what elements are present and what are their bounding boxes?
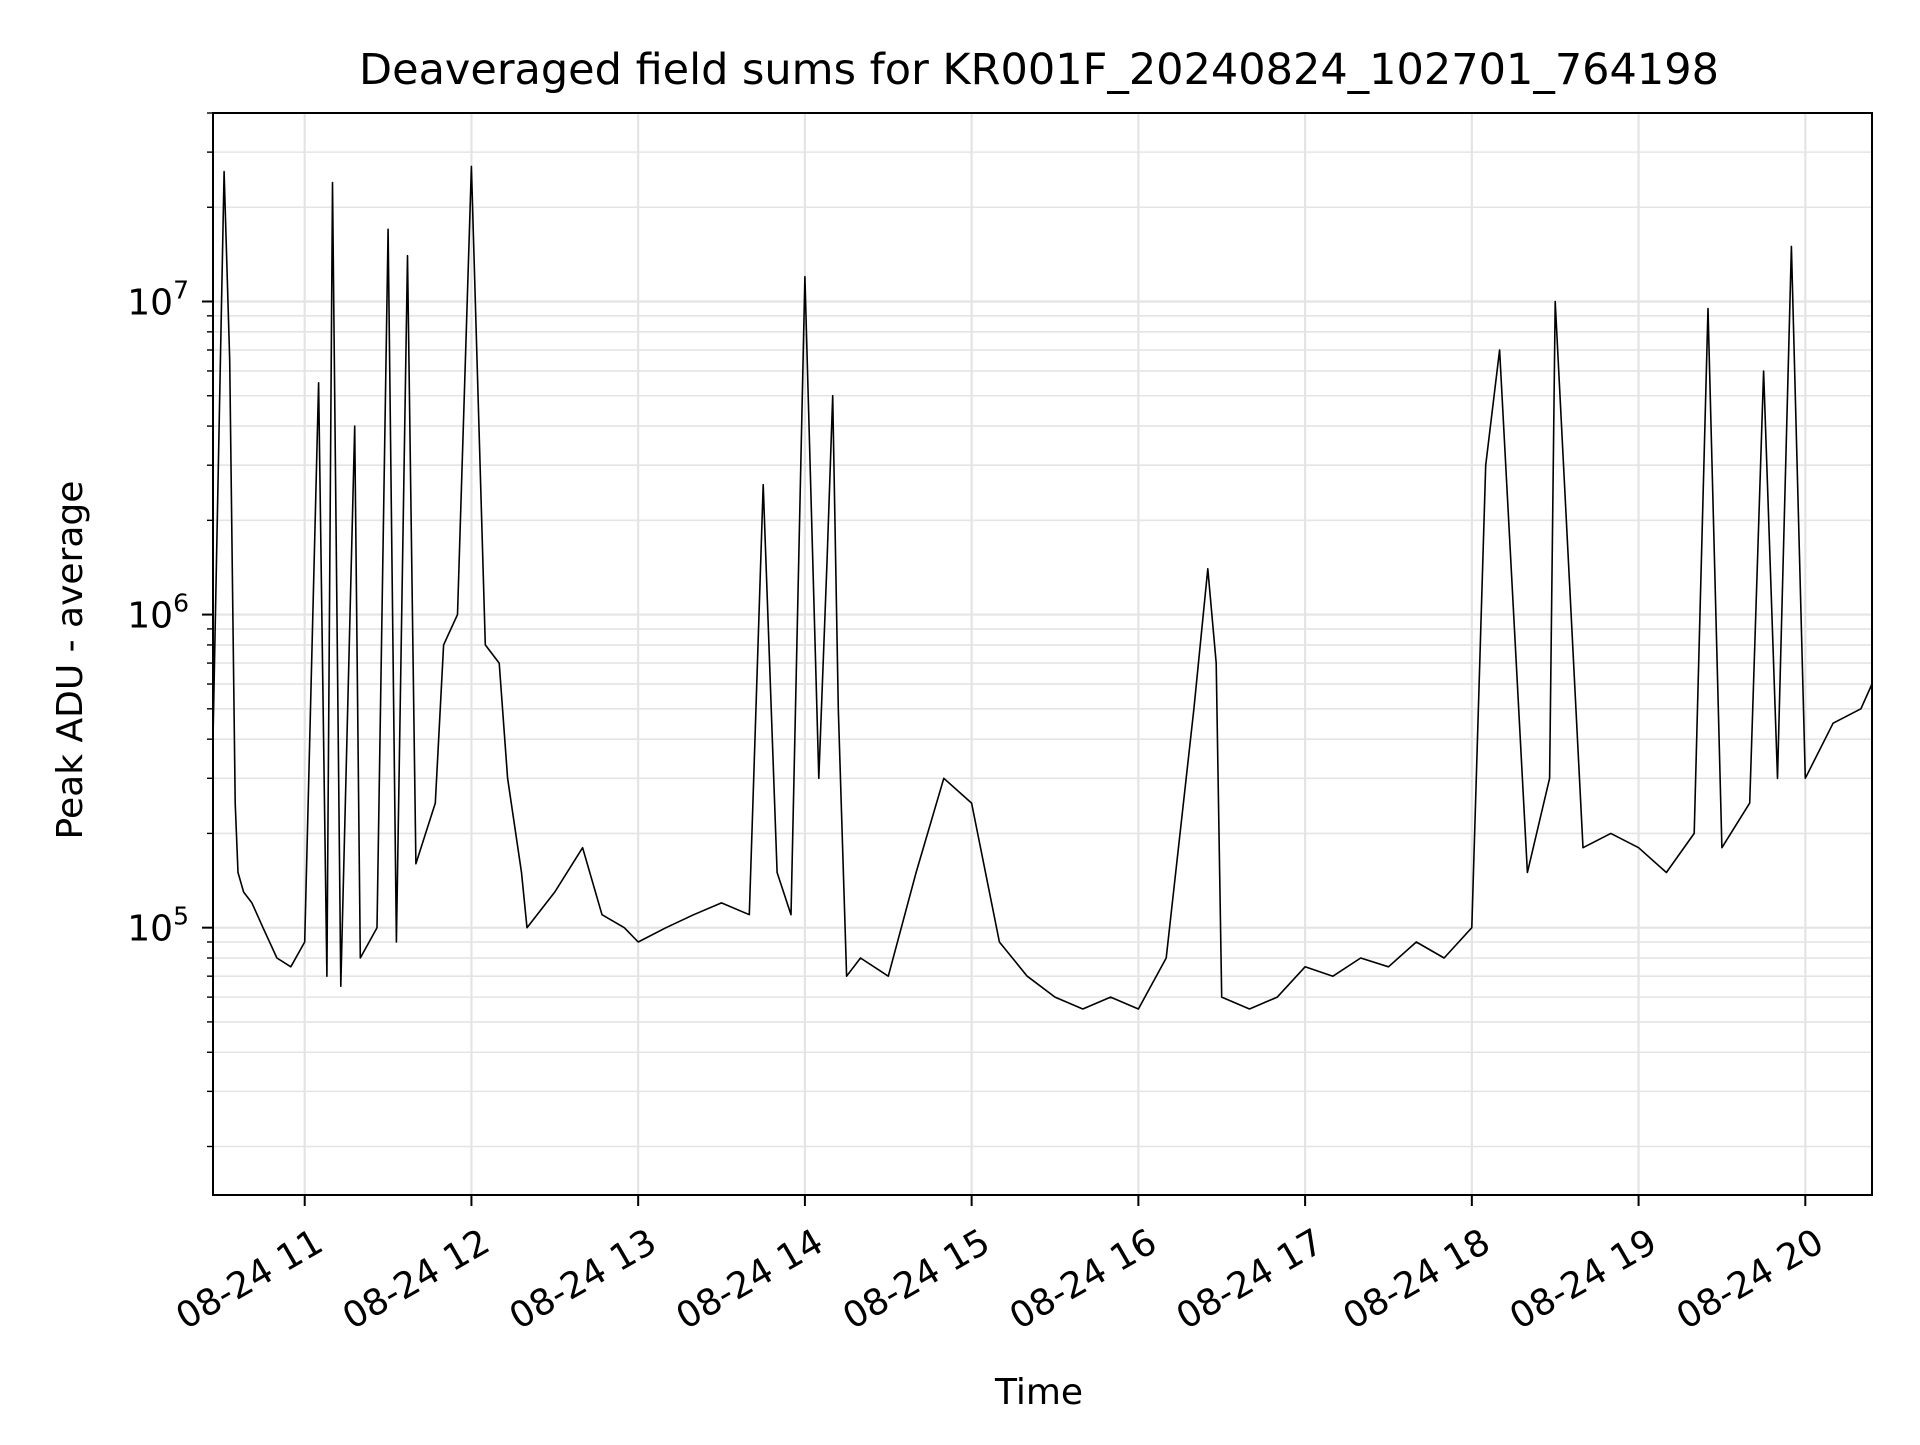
y-tick-label: 105 bbox=[127, 902, 189, 950]
plot-frame bbox=[212, 112, 1873, 1196]
y-tick-label: 107 bbox=[127, 275, 189, 323]
series-line bbox=[212, 165, 1873, 1010]
axes bbox=[212, 112, 1873, 1196]
x-axis-label: Time bbox=[994, 1372, 1083, 1413]
gridlines bbox=[213, 112, 1872, 1195]
y-axis-label: Peak ADU - average bbox=[50, 481, 91, 840]
tick-marks bbox=[202, 112, 1807, 1206]
series-layer bbox=[212, 165, 1873, 1010]
y-tick-label: 106 bbox=[127, 589, 189, 637]
chart-title: Deaveraged field sums for KR001F_2024082… bbox=[359, 45, 1719, 95]
